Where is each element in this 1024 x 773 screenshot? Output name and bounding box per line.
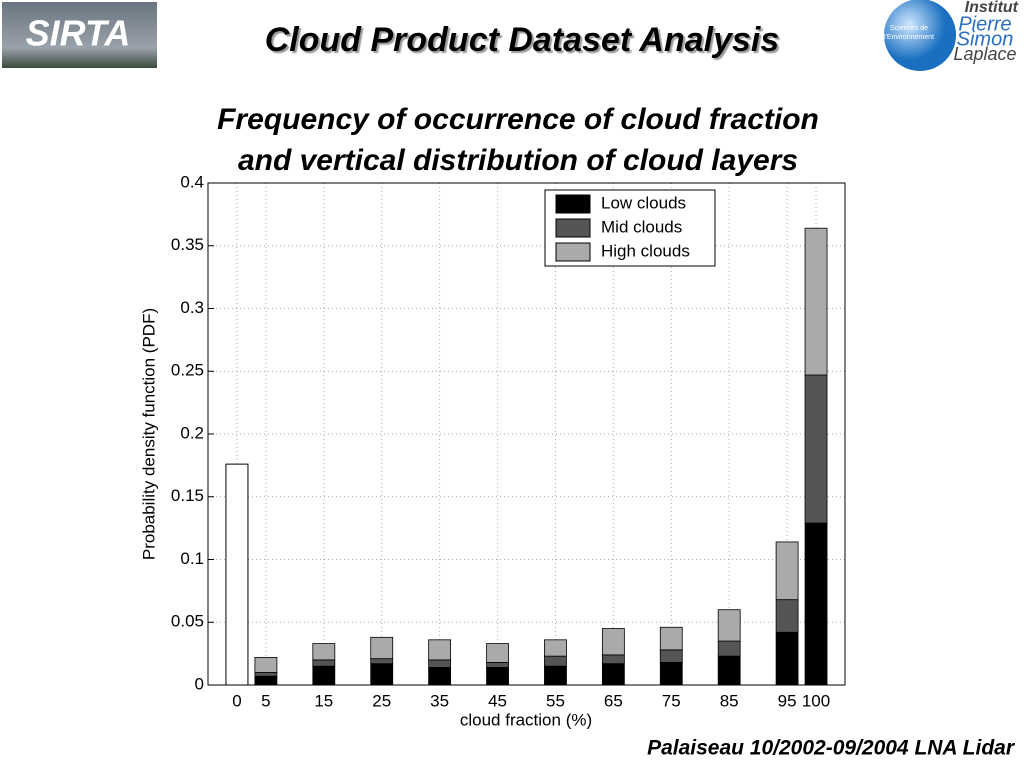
- bar-segment: [370, 636, 394, 660]
- y-tick-label: 0: [195, 674, 204, 693]
- bar-segment: [775, 541, 799, 601]
- x-axis-label: cloud fraction (%): [460, 710, 592, 729]
- y-tick-label: 0.25: [171, 361, 204, 380]
- logo-left: SIRTA: [2, 2, 157, 68]
- legend-label: Low clouds: [601, 193, 686, 212]
- bar-segment: [254, 675, 278, 686]
- bar-segment: [486, 662, 509, 668]
- logo-right: Sciences de l'Environnement Institut Pie…: [884, 0, 1019, 71]
- bar-segment: [370, 658, 394, 665]
- logo-globe: [884, 0, 956, 71]
- x-tick-label: 75: [662, 691, 681, 710]
- x-tick-label: 95: [778, 691, 797, 710]
- bar-segment: [659, 649, 683, 663]
- bar-segment: [544, 665, 567, 686]
- bar-segment: [717, 609, 741, 642]
- logo-small: Sciences de: [890, 25, 928, 32]
- legend-swatch: [555, 194, 591, 214]
- bar-segment: [601, 663, 625, 686]
- legend-label: Mid clouds: [601, 217, 682, 236]
- y-tick-label: 0.1: [180, 549, 204, 568]
- bar-segment: [254, 656, 278, 673]
- y-tick-label: 0.35: [171, 235, 204, 254]
- logo-text: SIRTA: [26, 13, 131, 54]
- x-tick-label: 5: [261, 691, 270, 710]
- bar-segment: [659, 626, 683, 651]
- bar-segment: [254, 672, 278, 677]
- bar-segment: [312, 659, 336, 667]
- chart-title: Frequency of occurrence of cloud fractio…: [217, 103, 819, 136]
- logo-bg: [2, 2, 157, 68]
- x-tick-label: 15: [314, 691, 333, 710]
- x-tick-label: 45: [488, 691, 507, 710]
- legend: Low clouds Mid clouds High clouds: [544, 189, 716, 267]
- legend-swatch: [555, 218, 591, 238]
- bar-segment: [775, 631, 799, 686]
- x-tick-label: 100: [802, 691, 830, 710]
- y-tick-label: 0.3: [180, 298, 204, 317]
- bar: [225, 463, 249, 686]
- y-tick-label: 0.15: [171, 486, 204, 505]
- bar-segment: [804, 374, 828, 524]
- bar-segment: [804, 522, 828, 686]
- x-tick-label: 65: [604, 691, 623, 710]
- bar-segment: [804, 227, 828, 376]
- slide-title: Cloud Product Dataset Analysis: [265, 21, 780, 59]
- bar-segment: [486, 667, 509, 686]
- plot-frame: [207, 182, 846, 686]
- footer: Palaiseau 10/2002-09/2004 LNA Lidar: [647, 737, 1016, 760]
- x-tick-label: 85: [720, 691, 739, 710]
- legend-swatch: [555, 242, 591, 262]
- bar-segment: [601, 654, 625, 665]
- logo-word: Laplace: [953, 44, 1016, 64]
- logo-word: Institut: [965, 0, 1019, 16]
- plot: 0 0.05 0.1 0.15 0.2 0.25 0.3 0.35 0.4 0 5 15 25 35 45 5…: [171, 172, 846, 710]
- chart-title: and vertical distribution of cloud layer…: [238, 144, 798, 177]
- bar-segment: [717, 640, 741, 657]
- bar-segment: [428, 639, 452, 661]
- logo-small: l'Environnement: [884, 34, 934, 41]
- bar-segment: [544, 639, 567, 657]
- bar-segment: [659, 662, 683, 686]
- y-tick-label: 0.05: [171, 612, 204, 631]
- y-axis-label: Probability density function (PDF): [139, 308, 158, 560]
- logo-word: Simon: [957, 28, 1014, 50]
- legend-label: High clouds: [601, 241, 690, 260]
- x-tick-label: 55: [546, 691, 565, 710]
- y-tick-label: 0.4: [180, 172, 204, 191]
- y-tick-label: 0.2: [180, 423, 204, 442]
- bar-segment: [428, 667, 452, 686]
- bar-segment: [775, 599, 799, 633]
- bar-segment: [428, 659, 452, 668]
- bar-segment: [601, 628, 625, 656]
- bar-segment: [312, 665, 336, 686]
- x-tick-label: 0: [232, 691, 241, 710]
- bar-segment: [312, 643, 336, 661]
- bar-segment: [544, 655, 567, 667]
- plot-area: [208, 183, 845, 685]
- x-tick-label: 25: [372, 691, 391, 710]
- bar-segment: [486, 643, 509, 663]
- bar-segment: [370, 663, 394, 686]
- bar-segment: [717, 655, 741, 686]
- x-tick-label: 35: [430, 691, 449, 710]
- logo-word: Pierre: [958, 13, 1011, 35]
